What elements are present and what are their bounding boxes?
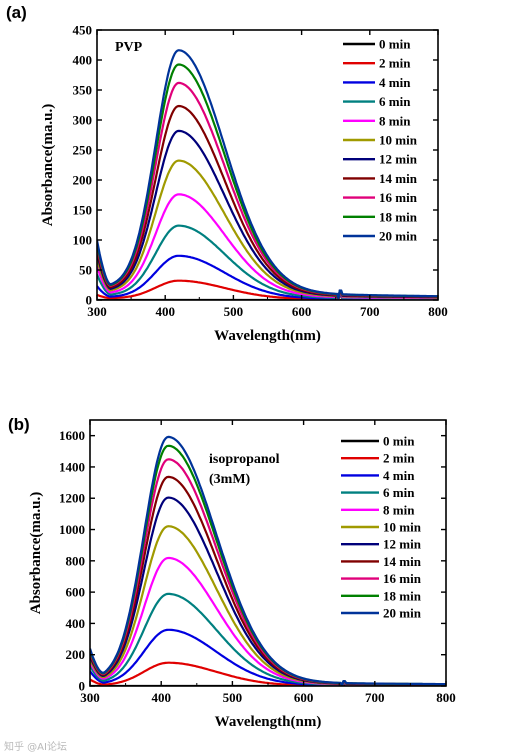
x-tick-label: 700: [365, 690, 385, 705]
legend-label: 14 min: [379, 171, 418, 186]
legend-label: 14 min: [383, 554, 422, 569]
legend-label: 8 min: [383, 502, 415, 517]
legend-label: 18 min: [383, 588, 422, 603]
legend-label: 6 min: [379, 94, 411, 109]
y-tick-label: 0: [79, 679, 86, 694]
legend-label: 4 min: [383, 468, 415, 483]
x-tick-label: 300: [87, 304, 107, 319]
x-axis-title: Wavelength(nm): [214, 328, 321, 344]
y-tick-label: 400: [66, 616, 86, 631]
y-tick-label: 300: [73, 113, 93, 128]
legend-label: 20 min: [383, 606, 422, 621]
x-tick-label: 600: [292, 304, 312, 319]
y-axis-title: Absorbance(ma.u.): [40, 104, 56, 227]
annotation-text: PVP: [115, 40, 143, 55]
legend-label: 8 min: [379, 113, 411, 128]
x-tick-label: 500: [224, 304, 244, 319]
y-tick-label: 1200: [59, 491, 85, 506]
x-tick-label: 800: [428, 304, 448, 319]
panel-label: (a): [6, 3, 27, 22]
y-tick-label: 350: [73, 83, 93, 98]
y-axis-title: Absorbance(ma.u.): [28, 492, 44, 615]
y-tick-label: 100: [73, 233, 93, 248]
x-tick-label: 600: [294, 690, 314, 705]
legend-label: 6 min: [383, 485, 415, 500]
legend-label: 4 min: [379, 75, 411, 90]
legend-label: 2 min: [383, 451, 415, 466]
series-group: [90, 435, 446, 686]
x-axis-title: Wavelength(nm): [215, 714, 322, 730]
y-tick-label: 200: [73, 173, 93, 188]
legend-label: 16 min: [383, 571, 422, 586]
y-tick-label: 0: [86, 293, 93, 308]
y-tick-label: 250: [73, 143, 93, 158]
series-line-20-min: [97, 49, 438, 300]
x-tick-label: 400: [155, 304, 175, 319]
legend: 0 min 2 min 4 min 6 min 8 min 10 min 12 min 14 …: [343, 37, 418, 244]
y-tick-label: 150: [73, 203, 93, 218]
panel-label: (b): [8, 415, 30, 434]
y-tick-label: 600: [66, 585, 86, 600]
y-tick-label: 400: [73, 53, 93, 68]
legend-label: 0 min: [379, 37, 411, 52]
annotation-text: (3mM): [209, 472, 251, 487]
series-line-20-min: [90, 435, 446, 686]
x-tick-label: 700: [360, 304, 380, 319]
y-tick-label: 450: [73, 23, 93, 38]
y-tick-label: 800: [66, 553, 86, 568]
legend-label: 10 min: [379, 133, 418, 148]
legend-label: 12 min: [383, 537, 422, 552]
legend-label: 10 min: [383, 520, 422, 535]
x-tick-label: 400: [151, 690, 171, 705]
y-tick-label: 50: [79, 263, 92, 278]
y-tick-label: 1000: [59, 522, 85, 537]
legend-label: 16 min: [379, 190, 418, 205]
watermark: 知乎 @AI论坛: [4, 742, 67, 753]
x-tick-label: 800: [436, 690, 456, 705]
x-tick-label: 500: [223, 690, 243, 705]
y-tick-label: 1400: [59, 459, 85, 474]
panel-b: (b) 300 400 500 600 700 800 0 200 400 600 800 1000 12…: [8, 415, 456, 730]
y-tick-label: 200: [66, 647, 86, 662]
x-tick-label: 300: [80, 690, 100, 705]
panel-a: (a) 300 400 500 600 700 800 0 50 100 150 200 250 300 3…: [6, 3, 448, 344]
legend-label: 2 min: [379, 56, 411, 71]
legend-label: 20 min: [379, 229, 418, 244]
series-group: [97, 49, 438, 300]
annotation-text: isopropanol: [209, 452, 280, 467]
legend-label: 18 min: [379, 209, 418, 224]
legend-label: 12 min: [379, 152, 418, 167]
legend-label: 0 min: [383, 434, 415, 449]
legend: 0 min 2 min 4 min 6 min 8 min 10 min 12 min 14 …: [341, 434, 422, 621]
y-tick-label: 1600: [59, 428, 85, 443]
